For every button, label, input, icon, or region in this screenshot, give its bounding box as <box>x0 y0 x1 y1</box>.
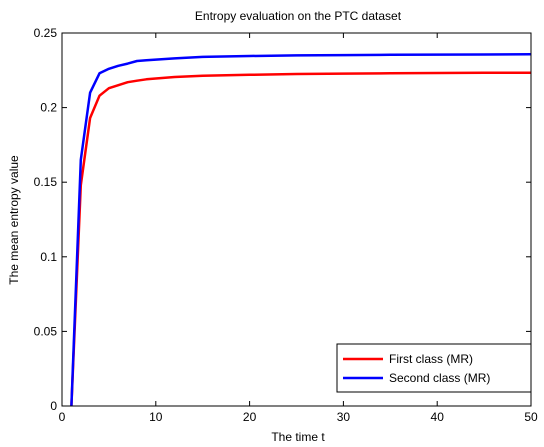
legend: First class (MR) Second class (MR) <box>336 343 532 393</box>
y-tick-label: 0.15 <box>34 175 58 189</box>
y-tick-label: 0.05 <box>34 324 58 338</box>
legend-label-1: First class (MR) <box>389 352 473 366</box>
y-tick-label: 0 <box>50 399 57 413</box>
y-tick-label: 0.25 <box>34 26 58 40</box>
x-tick-label: 50 <box>524 410 538 424</box>
series-layer <box>70 53 532 407</box>
x-tick-label: 20 <box>243 410 257 424</box>
y-tick-label: 0.1 <box>40 250 57 264</box>
x-tick-label: 30 <box>337 410 351 424</box>
chart-title: Entropy evaluation on the PTC dataset <box>195 9 402 23</box>
x-tick-label: 10 <box>149 410 163 424</box>
plot-frame <box>61 32 532 407</box>
x-tick-label: 40 <box>431 410 445 424</box>
series-line-2 <box>70 53 532 407</box>
legend-label-2: Second class (MR) <box>389 371 490 385</box>
y-axis-label: The mean entropy value <box>7 155 21 285</box>
series-line-1 <box>70 71 532 407</box>
legend-box <box>336 343 532 393</box>
x-tick-label: 0 <box>59 410 66 424</box>
x-axis-label: The time t <box>271 430 325 444</box>
y-tick-label: 0.2 <box>40 101 57 115</box>
axes: 0 10 20 30 40 50 0 0.05 0.1 0.15 0.2 0.25 <box>34 26 538 424</box>
